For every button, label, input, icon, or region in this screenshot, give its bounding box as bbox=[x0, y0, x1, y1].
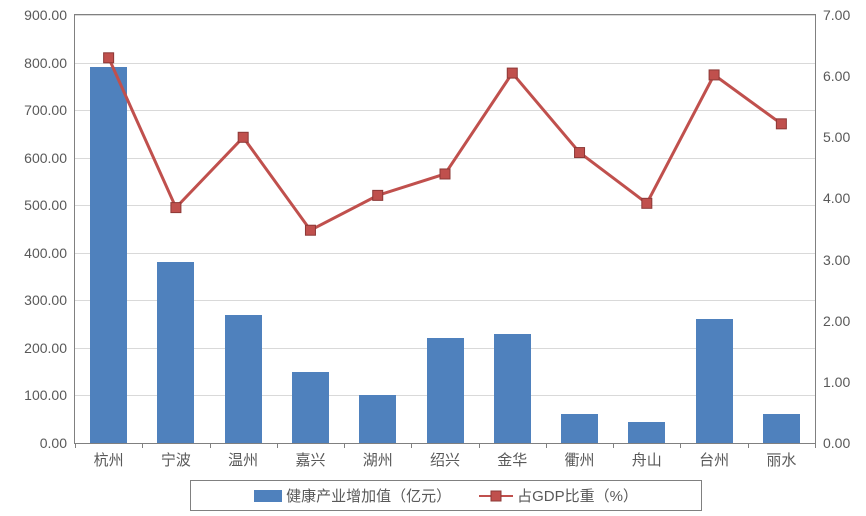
x-tick-label: 杭州 bbox=[94, 449, 124, 470]
y-left-tick: 200.00 bbox=[24, 340, 67, 356]
legend-bar-label: 健康产业增加值（亿元） bbox=[286, 485, 451, 506]
line-series bbox=[75, 15, 815, 443]
x-tick-label: 台州 bbox=[699, 449, 729, 470]
y-left-tick: 300.00 bbox=[24, 292, 67, 308]
x-tick-label: 丽水 bbox=[766, 449, 796, 470]
y-right-tick: 0.00 bbox=[823, 435, 850, 451]
y-right-tick: 5.00 bbox=[823, 129, 850, 145]
x-tick-label: 绍兴 bbox=[430, 449, 460, 470]
x-tick-label: 嘉兴 bbox=[295, 449, 325, 470]
y-left-tick: 700.00 bbox=[24, 102, 67, 118]
x-tick-label: 湖州 bbox=[363, 449, 393, 470]
x-tick-mark bbox=[748, 443, 749, 448]
x-tick-label: 舟山 bbox=[632, 449, 662, 470]
legend-item-bar: 健康产业增加值（亿元） bbox=[254, 485, 451, 506]
x-tick-mark bbox=[680, 443, 681, 448]
legend-line-swatch bbox=[479, 489, 513, 503]
x-tick-mark bbox=[75, 443, 76, 448]
x-tick-label: 宁波 bbox=[161, 449, 191, 470]
y-right-tick: 6.00 bbox=[823, 68, 850, 84]
legend: 健康产业增加值（亿元） 占GDP比重（%） bbox=[190, 480, 702, 511]
x-tick-mark bbox=[546, 443, 547, 448]
x-tick-mark bbox=[344, 443, 345, 448]
x-tick-mark bbox=[479, 443, 480, 448]
y-right-tick: 7.00 bbox=[823, 7, 850, 23]
x-tick-mark bbox=[210, 443, 211, 448]
y-right-tick: 1.00 bbox=[823, 374, 850, 390]
y-left-tick: 400.00 bbox=[24, 245, 67, 261]
x-tick-mark bbox=[277, 443, 278, 448]
x-tick-mark bbox=[411, 443, 412, 448]
x-tick-label: 衢州 bbox=[565, 449, 595, 470]
x-tick-mark bbox=[613, 443, 614, 448]
legend-line-label: 占GDP比重（%） bbox=[517, 485, 638, 506]
x-tick-mark bbox=[815, 443, 816, 448]
y-right-tick: 4.00 bbox=[823, 190, 850, 206]
y-left-tick: 800.00 bbox=[24, 55, 67, 71]
legend-item-line: 占GDP比重（%） bbox=[479, 485, 638, 506]
x-tick-label: 金华 bbox=[497, 449, 527, 470]
y-left-tick: 100.00 bbox=[24, 387, 67, 403]
y-left-tick: 0.00 bbox=[40, 435, 67, 451]
y-right-tick: 3.00 bbox=[823, 252, 850, 268]
y-left-tick: 600.00 bbox=[24, 150, 67, 166]
plot-area: 0.00100.00200.00300.00400.00500.00600.00… bbox=[74, 14, 816, 444]
y-left-tick: 500.00 bbox=[24, 197, 67, 213]
y-left-tick: 900.00 bbox=[24, 7, 67, 23]
legend-bar-swatch bbox=[254, 490, 282, 502]
x-tick-label: 温州 bbox=[228, 449, 258, 470]
x-tick-mark bbox=[142, 443, 143, 448]
y-right-tick: 2.00 bbox=[823, 313, 850, 329]
chart-container: 0.00 100.00 200.00 300.00 400.00 500.00 600.00… bbox=[0, 0, 866, 516]
